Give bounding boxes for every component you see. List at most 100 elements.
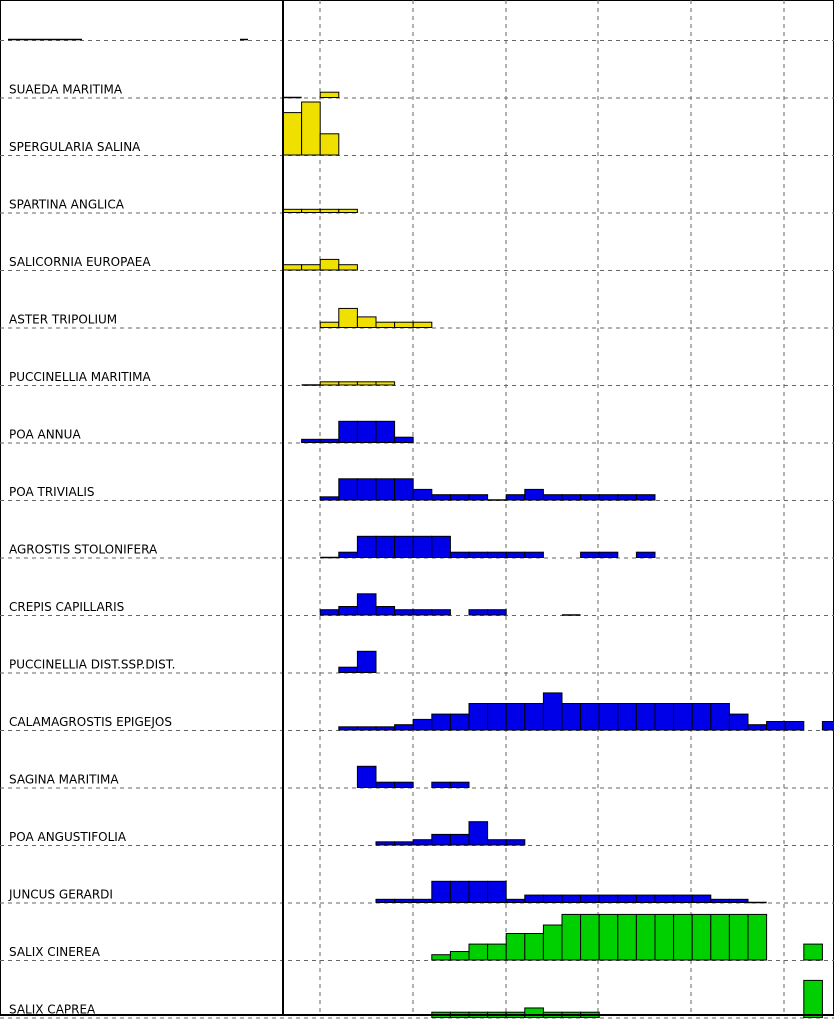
- species-bar: [449, 833, 470, 846]
- species-bar: [747, 913, 768, 961]
- species-bar: [673, 703, 693, 731]
- species-bar: [468, 609, 489, 616]
- species-bar: [635, 913, 656, 961]
- species-bar: [803, 979, 823, 1019]
- species-bar: [635, 551, 656, 559]
- species-bar: [394, 724, 414, 731]
- species-bar: [449, 713, 470, 731]
- species-label: SPARTINA ANGLICA: [9, 198, 125, 212]
- species-bar: [524, 894, 544, 904]
- species-bar: [375, 420, 396, 443]
- species-bar: [449, 494, 470, 501]
- species-bar: [710, 898, 730, 904]
- species-bar: [505, 898, 526, 904]
- species-bar: [375, 726, 396, 731]
- species-label: CREPIS CAPILLARIS: [9, 600, 124, 614]
- species-label: SPERGULARIA SALINA: [9, 140, 141, 154]
- species-label: POA TRIVIALIS: [9, 485, 95, 499]
- species-bar: [431, 535, 451, 558]
- species-bar: [561, 894, 582, 904]
- species-bar: [338, 666, 358, 674]
- species-bar: [505, 839, 526, 846]
- species-bar: [394, 841, 414, 846]
- species-bar: [412, 488, 433, 501]
- species-bar: [691, 913, 712, 961]
- species-bar: [487, 943, 507, 961]
- species-bar: [319, 321, 340, 329]
- species-bar: [580, 894, 600, 904]
- species-bar: [394, 478, 414, 501]
- species-bar: [338, 726, 358, 731]
- species-bar: [375, 381, 396, 386]
- species-bar: [319, 496, 340, 501]
- species-bar: [412, 898, 433, 904]
- species-bar: [524, 551, 544, 559]
- species-bar: [654, 913, 675, 961]
- species-bar: [449, 951, 470, 961]
- species-bar: [468, 551, 489, 559]
- species-bar: [598, 913, 619, 961]
- species-bar: [301, 208, 321, 214]
- species-bar: [598, 494, 619, 501]
- species-bar: [301, 101, 321, 156]
- species-bar: [468, 943, 489, 961]
- species-bar: [598, 551, 619, 559]
- species-bar: [375, 321, 396, 329]
- species-label: SAGINA MARITIMA: [9, 773, 119, 787]
- species-bar: [319, 133, 340, 156]
- species-bar: [319, 258, 340, 271]
- species-bar: [524, 703, 544, 731]
- species-bar: [356, 593, 377, 616]
- species-bar: [356, 535, 377, 558]
- species-bar: [691, 703, 712, 731]
- species-bar: [282, 208, 303, 214]
- species-bar: [542, 894, 563, 904]
- species-label: AGROSTIS STOLONIFERA: [9, 543, 158, 557]
- species-bar: [412, 839, 433, 846]
- species-bar: [580, 551, 600, 559]
- species-label: SUAEDA MARITIMA: [9, 83, 123, 97]
- species-bar: [449, 781, 470, 789]
- species-bar: [282, 112, 303, 156]
- species-bar: [598, 894, 619, 904]
- species-bar: [617, 703, 637, 731]
- species-bar: [580, 913, 600, 961]
- species-bar: [282, 264, 303, 271]
- species-bar: [524, 1007, 544, 1019]
- species-bar: [412, 535, 433, 558]
- species-bar: [635, 703, 656, 731]
- species-bar: [356, 381, 377, 386]
- species-bar: [431, 781, 451, 789]
- species-bar: [338, 307, 358, 329]
- species-bar: [505, 494, 526, 501]
- species-bar: [617, 894, 637, 904]
- species-bar: [542, 692, 563, 731]
- species-bar: [431, 713, 451, 731]
- species-bar: [319, 381, 340, 386]
- species-bar: [338, 478, 358, 501]
- species-bar: [449, 880, 470, 903]
- species-bar: [338, 208, 358, 214]
- species-bar: [468, 821, 489, 846]
- species-bar: [487, 703, 507, 731]
- species-bar: [394, 436, 414, 444]
- species-bar: [449, 551, 470, 559]
- species-bar: [524, 933, 544, 961]
- species-bar: [505, 703, 526, 731]
- species-bar: [356, 726, 377, 731]
- species-bar: [580, 494, 600, 501]
- species-label: SALICORNIA EUROPAEA: [9, 255, 151, 269]
- species-bar: [580, 703, 600, 731]
- species-label: JUNCUS GERARDI: [8, 888, 113, 902]
- species-bar: [654, 894, 675, 904]
- species-bar: [542, 494, 563, 501]
- species-bar: [598, 703, 619, 731]
- species-label: ASTER TRIPOLIUM: [9, 313, 117, 327]
- species-bar: [356, 765, 377, 788]
- species-bar: [356, 478, 377, 501]
- species-bar: [375, 535, 396, 558]
- species-bar: [394, 781, 414, 789]
- species-bar: [301, 438, 321, 444]
